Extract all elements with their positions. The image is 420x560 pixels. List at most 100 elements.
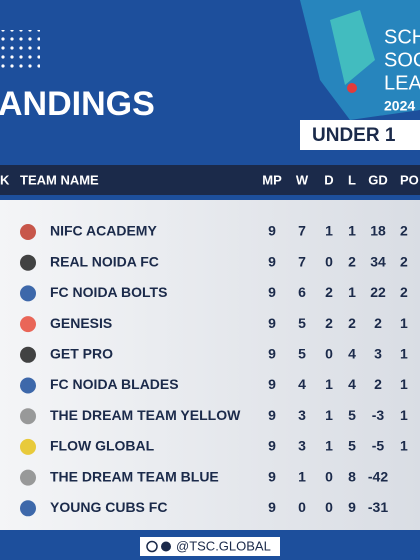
stat-cell: 0 (298, 499, 306, 515)
stat-cell: 1 (325, 376, 333, 392)
stat-cell: 1 (325, 407, 333, 423)
footer-box (140, 537, 280, 556)
stat-cell: 1 (298, 468, 306, 484)
stat-cell: 3 (298, 438, 306, 454)
stat-cell: 5 (298, 315, 306, 331)
logo-ball (347, 83, 357, 93)
stat-cell: 9 (268, 468, 276, 484)
stat-cell: 0 (325, 499, 333, 515)
stat-cell: 4 (348, 376, 356, 392)
stat-cell: 1 (348, 284, 356, 300)
logo-text: LEA (384, 72, 420, 94)
stat-cell: -5 (372, 438, 385, 454)
stat-cell: 6 (298, 284, 306, 300)
column-header: L (348, 172, 356, 187)
table-body (0, 200, 420, 530)
stat-cell: 1 (400, 346, 408, 362)
stat-cell: 2 (348, 315, 356, 331)
stat-cell: 1 (400, 407, 408, 423)
team-name: GET PRO (50, 346, 113, 362)
team-logo (20, 254, 36, 271)
dot-pattern (0, 30, 40, 70)
column-header: D (324, 172, 333, 187)
team-logo (20, 224, 36, 240)
team-name: REAL NOIDA FC (50, 253, 159, 269)
stat-cell: -42 (368, 468, 388, 484)
team-logo (20, 438, 36, 455)
stat-cell: 1 (400, 376, 408, 392)
stat-cell: 2 (348, 253, 356, 269)
stat-cell: 5 (348, 438, 356, 454)
stat-cell: -3 (372, 407, 385, 423)
facebook-icon (161, 541, 171, 552)
stat-cell: 2 (400, 223, 408, 239)
stat-cell: 3 (298, 407, 306, 423)
stat-cell: 1 (400, 438, 408, 454)
stat-cell: -31 (368, 499, 388, 515)
stat-cell: 9 (268, 315, 276, 331)
stat-cell: 22 (370, 284, 386, 300)
stat-cell: 5 (348, 407, 356, 423)
stat-cell: 1 (325, 438, 333, 454)
column-header: MP (262, 172, 282, 187)
stat-cell: 4 (348, 346, 356, 362)
stat-cell: 7 (298, 223, 306, 239)
team-name: NIFC ACADEMY (50, 223, 157, 239)
stat-cell: 2 (400, 284, 408, 300)
logo-text: SOC (384, 49, 420, 71)
logo-text: SCH (384, 26, 420, 48)
team-name: FC NOIDA BLADES (50, 376, 179, 392)
stat-cell: 1 (348, 223, 356, 239)
stat-cell: 9 (268, 223, 276, 239)
stat-cell: 9 (268, 284, 276, 300)
column-header: PO (400, 172, 419, 187)
logo-art (330, 10, 375, 85)
stat-cell: 9 (268, 407, 276, 423)
stat-cell: 9 (268, 346, 276, 362)
stat-cell: 0 (325, 346, 333, 362)
footer-handle: @TSC.GLOBAL (176, 538, 271, 553)
column-header: W (296, 172, 309, 187)
division-box (300, 120, 420, 150)
team-logo (20, 285, 36, 302)
stat-cell: 4 (298, 376, 306, 392)
stat-cell: 0 (325, 253, 333, 269)
team-logo (20, 346, 36, 363)
team-logo (20, 500, 36, 517)
stat-cell: 9 (268, 438, 276, 454)
header-row (0, 165, 420, 195)
team-name: YOUNG CUBS FC (50, 499, 167, 515)
stat-cell: 2 (374, 376, 382, 392)
stat-cell: 2 (374, 315, 382, 331)
title: ANDINGS (0, 85, 155, 123)
stat-cell: 9 (348, 499, 356, 515)
team-logo (20, 469, 36, 486)
logo-text: 2024 (384, 98, 415, 114)
team-logo (20, 316, 36, 333)
stat-cell: 9 (268, 376, 276, 392)
team-name: THE DREAM TEAM BLUE (50, 468, 219, 484)
stat-cell: 9 (268, 499, 276, 515)
stat-cell: 8 (348, 468, 356, 484)
team-name: FC NOIDA BOLTS (50, 284, 167, 300)
column-header: GD (368, 172, 388, 187)
stat-cell: 5 (298, 346, 306, 362)
stat-cell: 34 (370, 253, 386, 269)
team-name: THE DREAM TEAM YELLOW (50, 407, 241, 423)
stat-cell: 18 (370, 223, 386, 239)
team-name: FLOW GLOBAL (50, 438, 155, 454)
stat-cell: 2 (325, 284, 333, 300)
stat-cell: 3 (374, 346, 382, 362)
stat-cell: 1 (400, 315, 408, 331)
stat-cell: 7 (298, 253, 306, 269)
team-logo (20, 408, 36, 425)
instagram-icon (146, 540, 158, 553)
team-logo (20, 377, 36, 394)
division: UNDER 1 (312, 125, 396, 146)
stat-cell: 2 (325, 315, 333, 331)
team-name: GENESIS (50, 315, 112, 331)
stat-cell: 2 (400, 253, 408, 269)
stat-cell: 0 (325, 468, 333, 484)
